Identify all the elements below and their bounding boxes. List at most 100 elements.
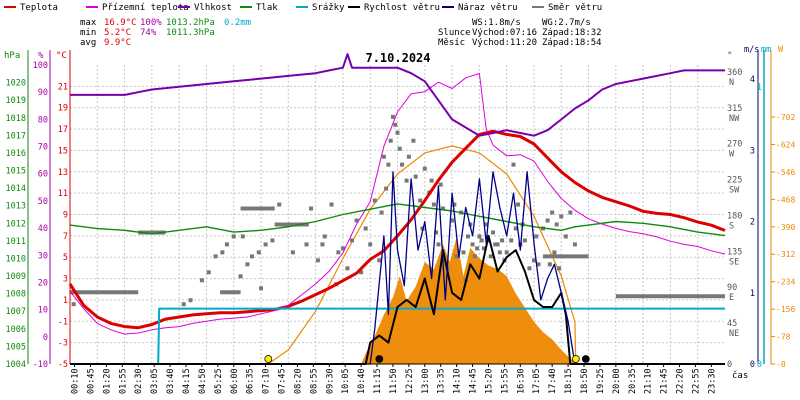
x-tick-label: 06:00 bbox=[230, 368, 240, 394]
wind-direction-point bbox=[181, 302, 186, 307]
wind-direction-point bbox=[418, 198, 423, 203]
wind-direction-point bbox=[475, 246, 480, 251]
x-tick-label: 22:20 bbox=[676, 368, 686, 394]
wind-direction-point bbox=[213, 254, 218, 259]
wind-direction-point bbox=[495, 242, 500, 247]
wind-direction-point bbox=[484, 222, 489, 227]
humidity-tick-label: 20 bbox=[38, 278, 48, 288]
wind-direction-point bbox=[434, 230, 439, 235]
wind-direction-point bbox=[522, 238, 527, 243]
x-tick-label: 21:45 bbox=[660, 368, 670, 394]
pressure-axis-label: hPa bbox=[4, 51, 20, 61]
x-tick-label: 08:55 bbox=[309, 368, 319, 394]
wind-direction-point bbox=[231, 234, 236, 239]
sunrise-time: Východ:07:16 bbox=[472, 28, 537, 38]
x-tick-label: 03:40 bbox=[166, 368, 176, 394]
wind-direction-point bbox=[436, 242, 441, 247]
pressure-tick-label: 1007 bbox=[6, 307, 26, 317]
wind-direction-point bbox=[477, 234, 482, 239]
x-tick-label: 04:50 bbox=[198, 368, 208, 394]
wind-direction-point bbox=[379, 210, 384, 215]
humidity-tick-label: 0 bbox=[43, 333, 48, 343]
humidity-tick-label: 70 bbox=[38, 143, 48, 153]
stat-temperature: 9.9°C bbox=[104, 38, 131, 48]
stat-name: avg bbox=[80, 38, 96, 48]
stat-name: min bbox=[80, 28, 96, 38]
wind-direction-point bbox=[363, 226, 368, 231]
stat-temperature: 5.2°C bbox=[104, 28, 131, 38]
wind-direction-point bbox=[491, 230, 496, 235]
temperature-tick-label: -1 bbox=[58, 317, 68, 327]
wind-direction-point bbox=[534, 234, 539, 239]
x-tick-label: 07:10 bbox=[262, 368, 272, 394]
wind-direction-point bbox=[500, 238, 505, 243]
temperature-tick-label: 15 bbox=[58, 146, 68, 156]
wind-direction-point bbox=[497, 250, 502, 255]
wind-direction-point bbox=[395, 130, 400, 135]
x-tick-label: 01:20 bbox=[102, 368, 112, 394]
wind-speed-tick-label: 4 bbox=[750, 75, 755, 85]
x-tick-label: 15:55 bbox=[500, 368, 510, 394]
grid bbox=[70, 65, 725, 365]
temperature-tick-label: 7 bbox=[63, 232, 68, 242]
pressure-tick-label: 1016 bbox=[6, 149, 26, 159]
wind-direction-point bbox=[466, 234, 471, 239]
wind-direction-point bbox=[454, 254, 459, 259]
header-layer: Teplota Přízemní teplota Vlhkost Tlak Srážky… bbox=[4, 3, 602, 48]
wind-direction-point bbox=[470, 242, 475, 247]
wind-direction-point bbox=[368, 242, 373, 247]
radiation-tick-label: -156 bbox=[776, 305, 795, 314]
pressure-tick-label: 1005 bbox=[6, 342, 26, 352]
direction-tick-label: SW bbox=[729, 186, 740, 196]
x-tick-label: 11:50 bbox=[389, 368, 399, 394]
direction-tick-label: 45 bbox=[727, 319, 737, 329]
x-tick-label: 04:15 bbox=[182, 368, 192, 394]
moonrise-time: Východ:11:20 bbox=[472, 38, 537, 48]
radiation-tick-label: -390 bbox=[776, 223, 795, 232]
legend-label: Srážky bbox=[312, 3, 345, 13]
x-tick-label: 18:15 bbox=[564, 368, 574, 394]
x-tick-label: 17:05 bbox=[532, 368, 542, 394]
x-axis-unit-label: čas bbox=[732, 370, 748, 381]
wind-direction-point bbox=[386, 162, 391, 167]
direction-tick-label: 90 bbox=[727, 283, 737, 293]
series-line-teplota bbox=[68, 129, 726, 330]
x-tick-label: 20:00 bbox=[612, 368, 622, 394]
wind-direction-point bbox=[481, 246, 486, 251]
x-tick-label: 22:55 bbox=[691, 368, 701, 394]
wind-direction-point bbox=[422, 166, 427, 171]
humidity-tick-label: 30 bbox=[38, 251, 48, 261]
wind-direction-point bbox=[493, 242, 498, 247]
direction-tick-label: S bbox=[729, 221, 734, 231]
humidity-tick-label: 10 bbox=[38, 306, 48, 316]
pressure-tick-label: 1004 bbox=[6, 360, 26, 370]
direction-tick-label: 225 bbox=[727, 176, 742, 186]
temperature-tick-label: 19 bbox=[58, 104, 68, 114]
wind-direction-point bbox=[452, 202, 457, 207]
humidity-tick-label: 80 bbox=[38, 115, 48, 125]
radiation-tick-label: -234 bbox=[776, 278, 795, 287]
radiation-layer bbox=[70, 145, 725, 365]
wind-direction-point bbox=[429, 178, 434, 183]
wind-direction-point bbox=[381, 154, 386, 159]
x-tick-label: 13:35 bbox=[437, 368, 447, 394]
temperature-tick-label: 3 bbox=[63, 275, 68, 285]
wind-direction-layer bbox=[70, 114, 725, 307]
wind-direction-point bbox=[220, 250, 225, 255]
wind-direction-point bbox=[309, 206, 314, 211]
x-tick-label: 08:20 bbox=[293, 368, 303, 394]
wind-direction-point bbox=[390, 114, 395, 119]
wind-direction-point bbox=[531, 258, 536, 263]
direction-tick-label: 135 bbox=[727, 247, 742, 257]
wind-direction-point bbox=[384, 186, 389, 191]
wind-direction-point bbox=[547, 262, 552, 267]
wind-direction-point bbox=[350, 238, 355, 243]
wind-direction-point bbox=[438, 182, 443, 187]
wind-direction-point bbox=[450, 218, 455, 223]
stat-rain: 0.2mm bbox=[224, 18, 251, 28]
direction-tick-label: NW bbox=[729, 114, 740, 124]
markers-layer bbox=[264, 355, 590, 363]
x-tick-label: 20:35 bbox=[628, 368, 638, 394]
x-tick-label: 16:30 bbox=[516, 368, 526, 394]
wind-direction-point bbox=[359, 270, 364, 275]
